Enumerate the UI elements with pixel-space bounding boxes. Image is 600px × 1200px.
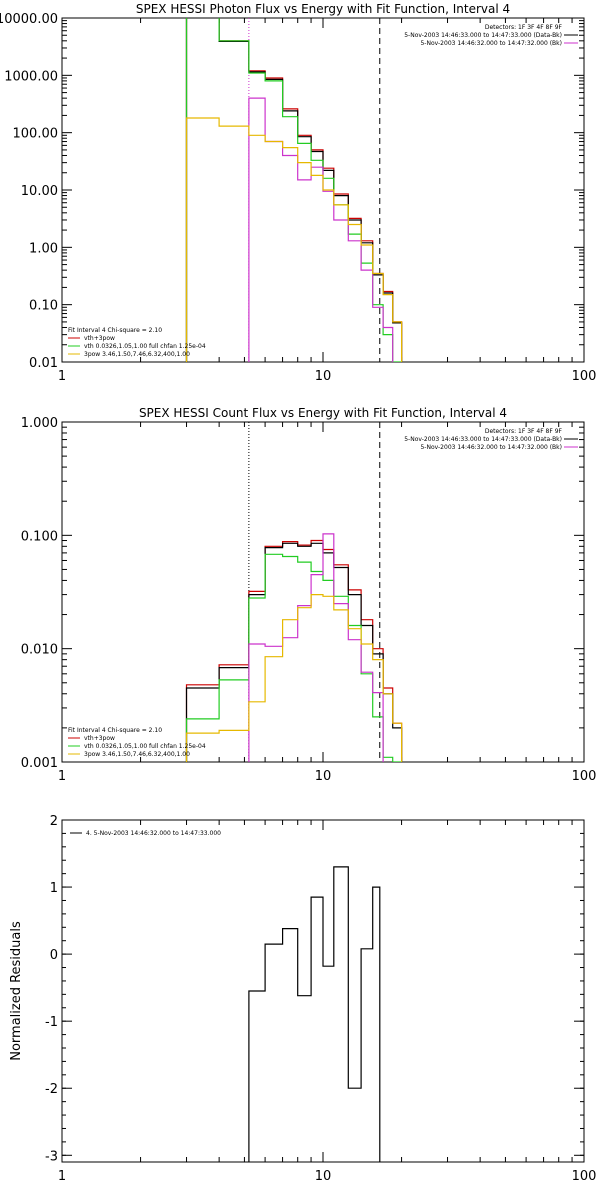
legend-text: 4. 5-Nov-2003 14:46:32.000 to 14:47:33.0… [86,830,221,837]
series-data-bk-line [185,18,403,362]
legend-text: Fit Interval 4 Chi-square = 2.10 [68,727,162,734]
y-tick-label: 10.00 [21,184,58,199]
series-bk-line [248,97,394,362]
series-3pow-line [185,117,403,362]
x-tick-label: 10 [315,769,332,784]
legend-text: vth+3pow [84,735,115,742]
y-tick-label: 2 [50,814,58,829]
y-tick-label: 1000.00 [4,69,58,84]
y-tick-label: 100.00 [13,127,59,142]
legend-text: vth+3pow [84,335,115,342]
series-vth-3pow-line [185,18,403,362]
legend-text: Fit Interval 4 Chi-square = 2.10 [68,327,162,334]
y-axis-label: Normalized Residuals [9,921,24,1061]
legend-text: vth 0.0326,1.05,1.00 full chfan 1.25e-04 [84,343,206,350]
x-tick-label: 10 [315,1169,332,1184]
info-text-line: Detectors: 1F 3F 4F 8F 9F [485,24,563,31]
series-bk-line [248,533,384,762]
info-text-line: 5-Nov-2003 14:46:32.000 to 14:47:32.000 … [420,40,562,47]
series-3pow-line [185,594,403,762]
x-tick-label: 100 [572,369,597,384]
y-tick-label: 0.01 [29,356,58,371]
y-tick-label: 0.10 [29,299,58,314]
plot-area [248,866,381,1162]
y-tick-label: 0 [50,948,58,963]
x-tick-label: 1 [58,369,66,384]
chart-panel-2: SPEX HESSI Count Flux vs Energy with Fit… [21,406,597,784]
y-tick-label: 1.000 [21,416,58,431]
x-tick-label: 1 [58,1169,66,1184]
x-tick-label: 100 [572,1169,597,1184]
plot-area [185,533,403,762]
chart-title: SPEX HESSI Photon Flux vs Energy with Fi… [136,2,510,16]
info-text-line: Detectors: 1F 3F 4F 8F 9F [485,428,563,435]
y-tick-label: 1.00 [29,241,58,256]
info-text-line: 5-Nov-2003 14:46:32.000 to 14:47:32.000 … [420,444,562,451]
y-tick-label: 0.010 [21,643,58,658]
info-text-line: 5-Nov-2003 14:46:33.000 to 14:47:33.000 … [404,32,562,39]
series-vth-line [185,553,403,762]
y-tick-label: 10000.00 [0,12,58,27]
chart-title: SPEX HESSI Count Flux vs Energy with Fit… [139,406,507,420]
x-tick-label: 10 [315,369,332,384]
info-text-line: 5-Nov-2003 14:46:33.000 to 14:47:33.000 … [404,436,562,443]
series-vth-line [185,18,403,362]
chart-panel-3: Normalized Residuals 1 10 100 -3 -2 -1 0 1 2 4. 5-… [9,814,596,1184]
y-tick-label: -3 [45,1149,58,1164]
plot-frame [61,819,585,1163]
y-tick-label: 0.001 [21,756,58,771]
y-tick-label: 1 [50,881,58,896]
y-tick-label: -1 [45,1015,58,1030]
y-tick-label: 0.100 [21,529,58,544]
x-tick-label: 1 [58,769,66,784]
x-tick-label: 100 [572,769,597,784]
plot-area [185,18,403,362]
plot-frame [61,421,585,763]
legend-text: 3pow 3.46,1.50,7.46,6.32,400,1.00 [84,351,190,358]
series-residuals-line [248,866,381,1162]
legend-text: vth 0.0326,1.05,1.00 full chfan 1.25e-04 [84,743,206,750]
legend-text: 3pow 3.46,1.50,7.46,6.32,400,1.00 [84,751,190,758]
y-tick-label: -2 [45,1082,58,1097]
chart-panel-1: SPEX HESSI Photon Flux vs Energy with Fi… [0,2,597,384]
